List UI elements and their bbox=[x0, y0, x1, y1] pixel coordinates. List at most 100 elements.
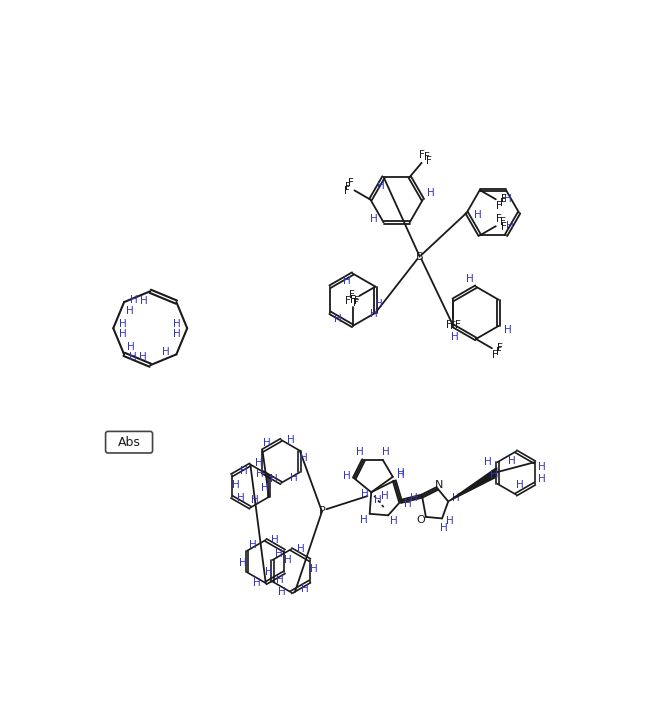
Text: H: H bbox=[162, 347, 170, 357]
Text: H: H bbox=[377, 181, 385, 191]
Text: H: H bbox=[120, 319, 127, 329]
Text: H: H bbox=[265, 568, 273, 578]
Text: H: H bbox=[127, 342, 135, 352]
Text: H: H bbox=[504, 325, 512, 335]
Text: H: H bbox=[290, 473, 297, 483]
Text: F: F bbox=[455, 320, 461, 330]
Text: H: H bbox=[255, 458, 263, 468]
Text: H: H bbox=[301, 584, 309, 594]
Text: N: N bbox=[435, 481, 443, 491]
Text: H: H bbox=[376, 298, 383, 308]
Text: H: H bbox=[174, 329, 181, 339]
Text: H: H bbox=[446, 516, 454, 526]
Text: F: F bbox=[495, 347, 501, 357]
Text: B: B bbox=[416, 251, 424, 261]
Text: H: H bbox=[539, 474, 546, 484]
Text: F: F bbox=[350, 295, 356, 305]
Text: H: H bbox=[285, 555, 292, 565]
Text: H: H bbox=[334, 314, 342, 324]
Text: H: H bbox=[473, 210, 481, 220]
Text: H: H bbox=[451, 332, 459, 342]
Text: H: H bbox=[484, 457, 492, 467]
Text: F: F bbox=[446, 320, 452, 330]
Text: F: F bbox=[420, 150, 425, 160]
Polygon shape bbox=[448, 468, 497, 501]
FancyBboxPatch shape bbox=[106, 431, 152, 453]
Text: H: H bbox=[249, 540, 257, 550]
Text: F: F bbox=[501, 193, 507, 203]
Text: F: F bbox=[344, 186, 350, 196]
Text: H: H bbox=[506, 221, 513, 231]
Text: H: H bbox=[261, 483, 269, 493]
Text: F: F bbox=[349, 290, 354, 300]
Text: O: O bbox=[416, 515, 425, 525]
Text: H: H bbox=[404, 499, 412, 509]
Text: F: F bbox=[350, 295, 356, 305]
Text: F: F bbox=[348, 178, 354, 188]
Text: H: H bbox=[539, 462, 546, 472]
Text: H: H bbox=[489, 470, 497, 480]
Text: H: H bbox=[374, 495, 381, 505]
Text: H: H bbox=[129, 353, 136, 363]
Text: H: H bbox=[361, 489, 369, 499]
Text: H: H bbox=[140, 296, 148, 306]
Text: H: H bbox=[390, 516, 398, 526]
Text: F: F bbox=[424, 152, 430, 162]
Text: H: H bbox=[396, 468, 404, 478]
Text: H: H bbox=[396, 470, 404, 480]
Text: H: H bbox=[516, 481, 524, 491]
Text: H: H bbox=[382, 447, 390, 457]
Text: F: F bbox=[499, 198, 505, 208]
Text: H: H bbox=[269, 474, 277, 484]
Text: F: F bbox=[353, 298, 359, 308]
Text: H: H bbox=[240, 466, 248, 476]
Text: H: H bbox=[370, 214, 378, 224]
Text: H: H bbox=[278, 588, 286, 598]
Text: H: H bbox=[140, 353, 147, 363]
Text: H: H bbox=[239, 558, 247, 568]
Text: H: H bbox=[310, 564, 318, 574]
Text: H: H bbox=[253, 578, 261, 588]
Text: F: F bbox=[345, 296, 351, 306]
Text: H: H bbox=[508, 456, 516, 466]
Text: F: F bbox=[497, 343, 503, 353]
Text: H: H bbox=[300, 453, 307, 463]
Text: P: P bbox=[319, 506, 325, 516]
Text: H: H bbox=[370, 309, 378, 319]
Text: F: F bbox=[501, 222, 507, 232]
Text: H: H bbox=[466, 274, 473, 284]
Text: H: H bbox=[505, 194, 512, 204]
Text: H: H bbox=[120, 329, 127, 339]
Text: H: H bbox=[360, 515, 367, 525]
Text: H: H bbox=[263, 438, 271, 448]
Text: H: H bbox=[381, 491, 389, 501]
Text: F: F bbox=[496, 214, 502, 224]
Text: H: H bbox=[275, 549, 283, 559]
Text: H: H bbox=[276, 575, 284, 585]
Text: H: H bbox=[256, 469, 263, 479]
Text: H: H bbox=[251, 495, 259, 505]
Text: H: H bbox=[287, 435, 294, 445]
Text: H: H bbox=[126, 306, 134, 316]
Text: F: F bbox=[450, 321, 456, 331]
Text: Abs: Abs bbox=[118, 436, 140, 448]
Text: H: H bbox=[410, 493, 418, 503]
Text: H: H bbox=[271, 535, 279, 545]
Text: F: F bbox=[496, 201, 502, 211]
Text: F: F bbox=[499, 217, 505, 227]
Text: H: H bbox=[452, 493, 460, 503]
Text: F: F bbox=[426, 156, 432, 166]
Text: H: H bbox=[231, 480, 239, 490]
Text: H: H bbox=[427, 188, 434, 198]
Text: F: F bbox=[354, 296, 360, 306]
Text: H: H bbox=[342, 471, 350, 481]
Text: H: H bbox=[174, 319, 181, 329]
Text: H: H bbox=[356, 447, 364, 457]
Text: F: F bbox=[492, 351, 498, 361]
Text: H: H bbox=[237, 493, 245, 503]
Text: F: F bbox=[345, 181, 350, 191]
Text: H: H bbox=[342, 276, 350, 286]
Text: H: H bbox=[440, 523, 448, 533]
Text: H: H bbox=[297, 544, 305, 554]
Text: H: H bbox=[130, 295, 138, 305]
